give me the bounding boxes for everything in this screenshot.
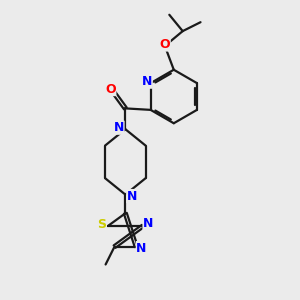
Text: N: N	[136, 242, 147, 255]
Text: N: N	[127, 190, 137, 202]
Text: N: N	[114, 121, 124, 134]
Text: S: S	[98, 218, 106, 231]
Text: N: N	[143, 217, 153, 230]
Text: N: N	[142, 75, 152, 88]
Text: O: O	[105, 82, 116, 96]
Text: O: O	[160, 38, 170, 51]
